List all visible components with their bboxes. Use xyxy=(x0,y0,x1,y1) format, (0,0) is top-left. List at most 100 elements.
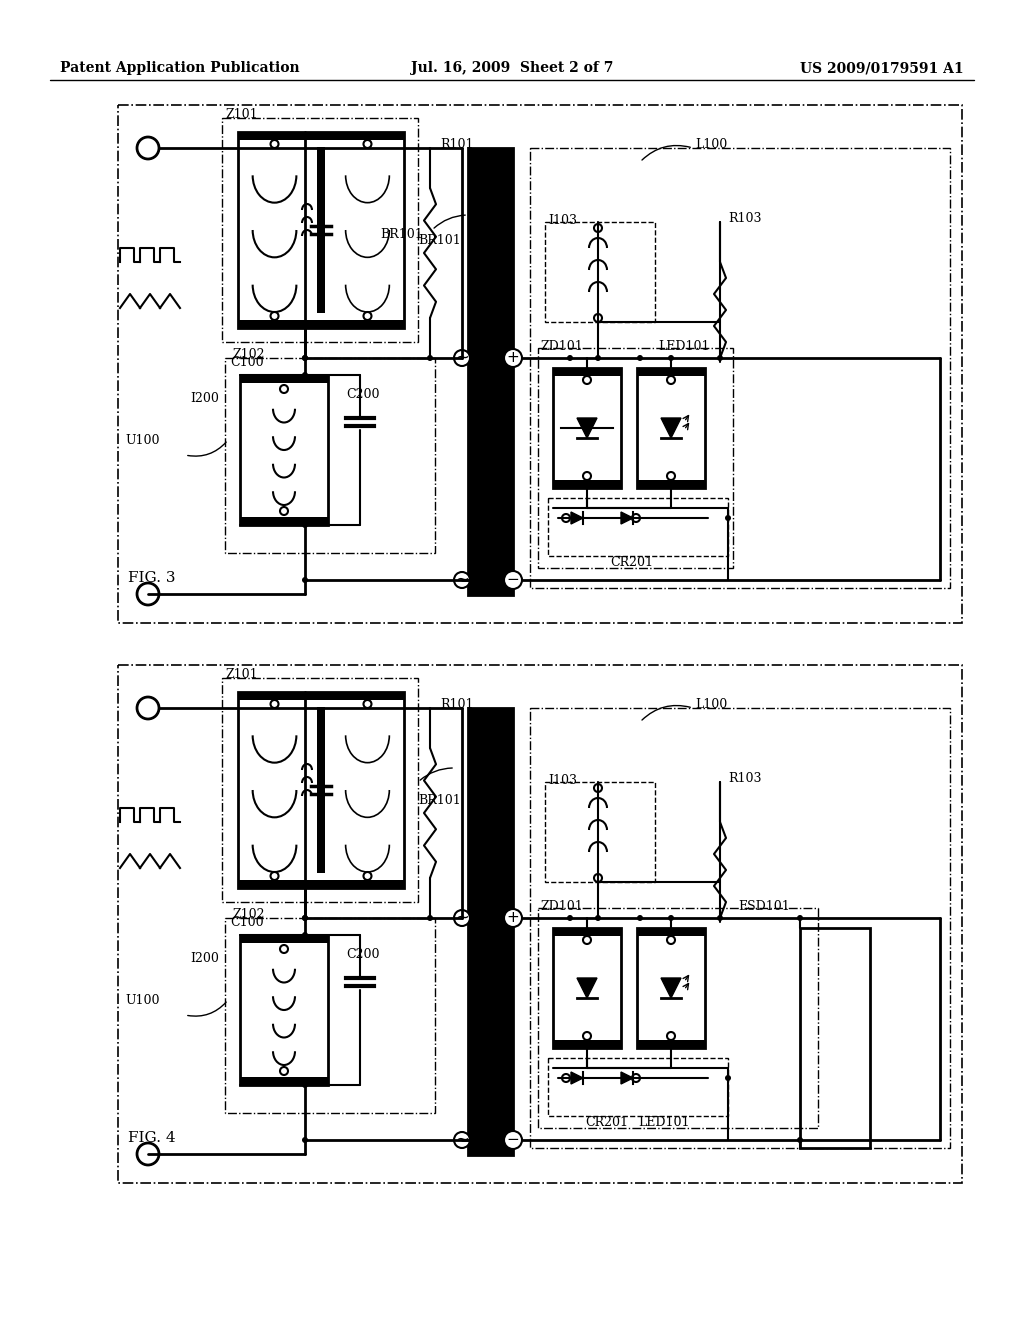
Circle shape xyxy=(504,572,522,589)
Circle shape xyxy=(583,1032,591,1040)
Circle shape xyxy=(270,700,279,708)
Bar xyxy=(548,1059,728,1115)
Circle shape xyxy=(797,915,803,921)
Circle shape xyxy=(302,355,308,360)
Circle shape xyxy=(717,915,723,921)
Text: I103: I103 xyxy=(548,774,577,787)
Text: CR201: CR201 xyxy=(585,1115,628,1129)
Polygon shape xyxy=(571,1072,583,1084)
Bar xyxy=(225,358,435,553)
Bar xyxy=(118,665,962,1183)
Bar xyxy=(222,117,418,342)
Bar xyxy=(238,319,404,327)
Text: FIG. 3: FIG. 3 xyxy=(128,572,175,585)
Bar xyxy=(240,1077,328,1085)
Circle shape xyxy=(302,932,308,939)
Bar xyxy=(530,148,950,587)
Text: CR201: CR201 xyxy=(610,556,653,569)
Circle shape xyxy=(280,385,288,393)
Bar xyxy=(238,880,404,888)
Bar xyxy=(545,222,655,322)
Bar xyxy=(553,368,621,376)
Circle shape xyxy=(280,945,288,953)
Circle shape xyxy=(302,1082,308,1088)
Bar xyxy=(468,148,513,595)
Bar xyxy=(225,917,435,1113)
Bar xyxy=(240,375,328,383)
Circle shape xyxy=(137,697,159,719)
Bar xyxy=(238,132,404,140)
Bar xyxy=(538,908,818,1129)
Text: C100: C100 xyxy=(230,355,263,368)
Circle shape xyxy=(583,936,591,944)
Circle shape xyxy=(567,915,573,921)
Circle shape xyxy=(364,140,372,148)
Text: Patent Application Publication: Patent Application Publication xyxy=(60,61,300,75)
Text: R103: R103 xyxy=(728,211,762,224)
Text: +: + xyxy=(507,351,519,366)
Circle shape xyxy=(667,1032,675,1040)
Text: Z101: Z101 xyxy=(225,668,258,681)
Bar xyxy=(637,480,705,488)
Circle shape xyxy=(717,355,723,360)
Bar xyxy=(240,375,328,525)
Circle shape xyxy=(632,513,640,521)
Circle shape xyxy=(562,1074,570,1082)
Circle shape xyxy=(632,1074,640,1082)
Bar xyxy=(637,1040,705,1048)
Circle shape xyxy=(302,372,308,378)
Circle shape xyxy=(280,507,288,515)
Circle shape xyxy=(454,350,470,366)
Bar xyxy=(553,1040,621,1048)
Bar xyxy=(637,928,705,1048)
Circle shape xyxy=(797,1137,803,1143)
Bar xyxy=(238,692,404,888)
Polygon shape xyxy=(621,1072,633,1084)
Bar xyxy=(240,935,328,942)
Circle shape xyxy=(594,784,602,792)
Circle shape xyxy=(302,521,308,528)
Circle shape xyxy=(454,572,470,587)
Circle shape xyxy=(427,915,433,921)
Polygon shape xyxy=(621,512,633,524)
Text: C200: C200 xyxy=(346,388,380,401)
Circle shape xyxy=(594,874,602,882)
Circle shape xyxy=(302,355,308,360)
Circle shape xyxy=(364,700,372,708)
Bar xyxy=(637,368,705,376)
Text: BR101: BR101 xyxy=(418,234,461,247)
Text: ~: ~ xyxy=(455,909,469,927)
Text: LED101: LED101 xyxy=(658,339,710,352)
Circle shape xyxy=(302,915,308,921)
Circle shape xyxy=(725,515,731,521)
Circle shape xyxy=(302,915,308,921)
Circle shape xyxy=(302,577,308,583)
Circle shape xyxy=(270,312,279,319)
Text: BR101: BR101 xyxy=(380,228,423,242)
Circle shape xyxy=(667,376,675,384)
Text: ZD101: ZD101 xyxy=(540,339,583,352)
Text: L100: L100 xyxy=(695,697,727,710)
Text: Z101: Z101 xyxy=(225,108,258,121)
Circle shape xyxy=(504,348,522,367)
Circle shape xyxy=(137,137,159,158)
Text: U100: U100 xyxy=(125,994,160,1006)
Bar xyxy=(238,692,404,700)
Bar xyxy=(317,708,325,873)
Text: −: − xyxy=(507,573,519,587)
Circle shape xyxy=(668,355,674,360)
Circle shape xyxy=(457,913,467,923)
Bar xyxy=(637,928,705,936)
Circle shape xyxy=(594,314,602,322)
Bar xyxy=(800,928,870,1148)
Circle shape xyxy=(583,473,591,480)
Text: US 2009/0179591 A1: US 2009/0179591 A1 xyxy=(801,61,964,75)
Polygon shape xyxy=(662,978,681,998)
Bar xyxy=(553,928,621,936)
Text: U100: U100 xyxy=(125,433,160,446)
Text: ESD101: ESD101 xyxy=(738,899,790,912)
Circle shape xyxy=(454,909,470,927)
Circle shape xyxy=(137,1143,159,1166)
Bar xyxy=(240,517,328,525)
Circle shape xyxy=(364,873,372,880)
